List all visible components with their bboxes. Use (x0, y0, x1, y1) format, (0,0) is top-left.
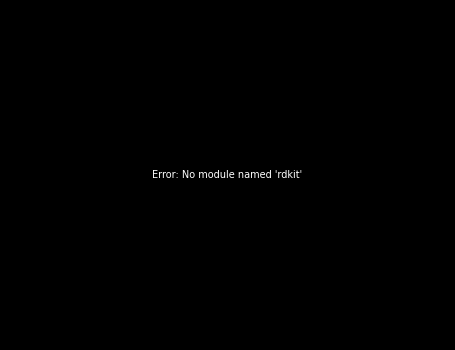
Text: Error: No module named 'rdkit': Error: No module named 'rdkit' (152, 170, 303, 180)
